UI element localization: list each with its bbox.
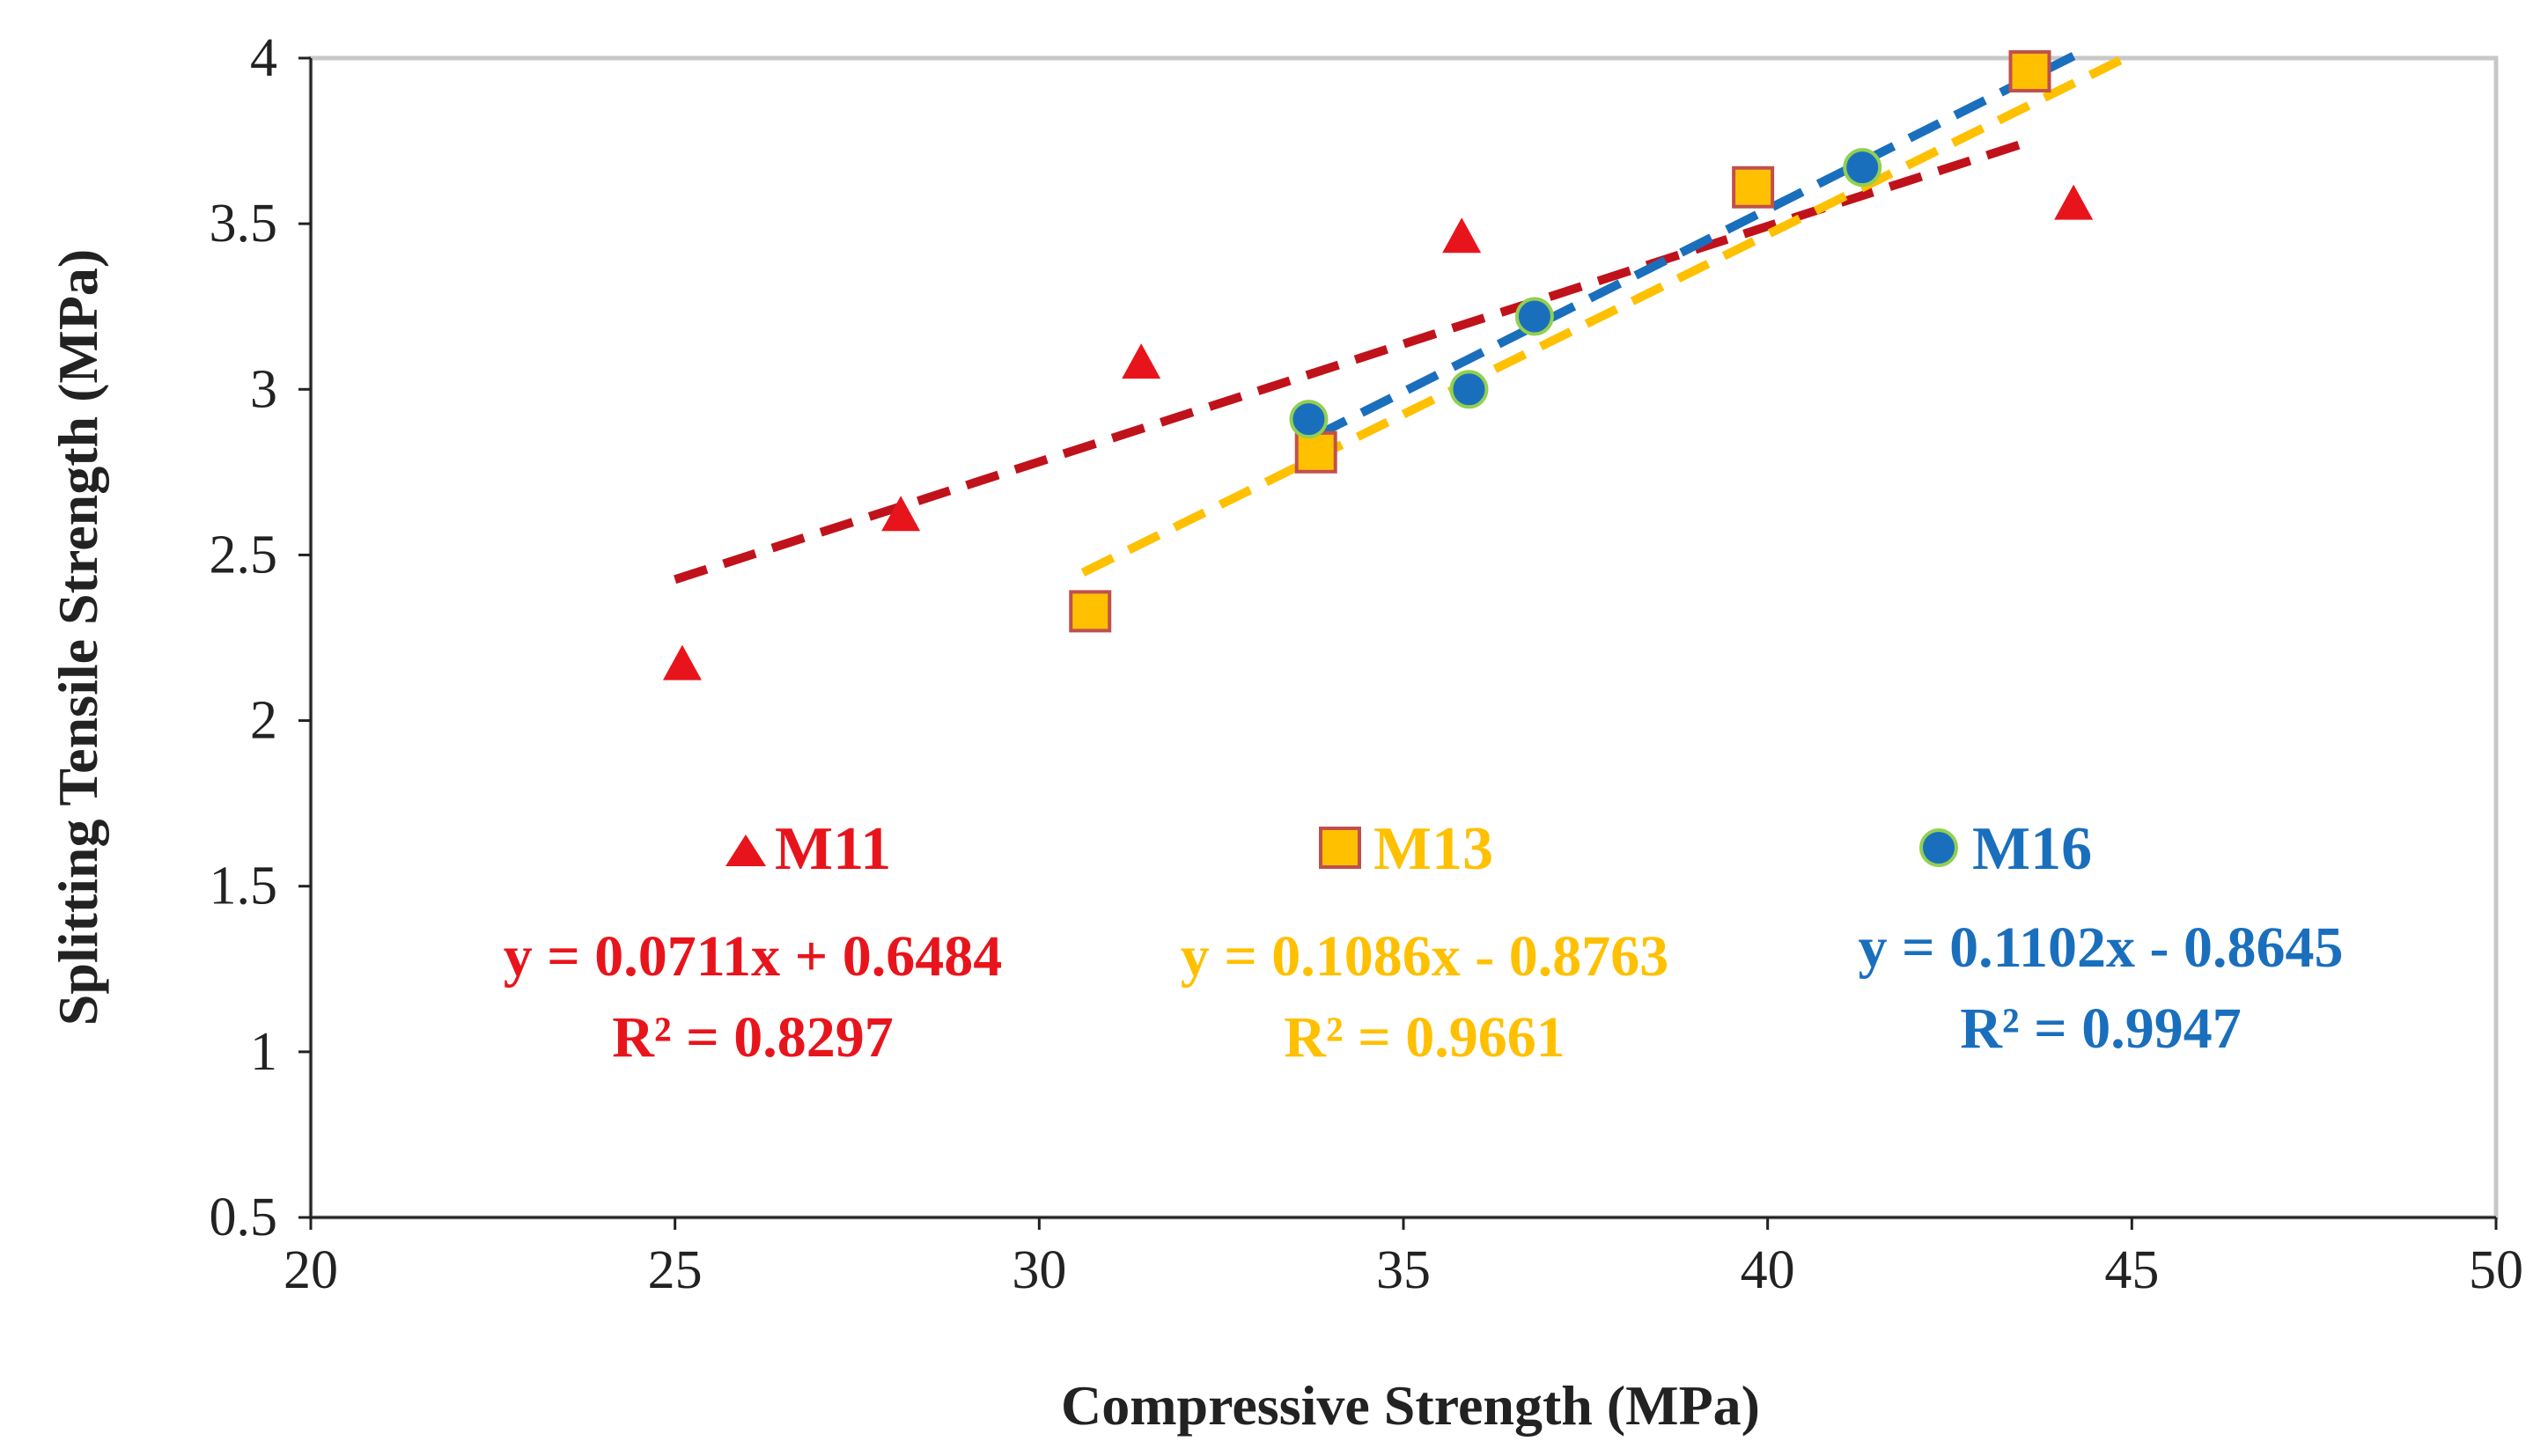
data-point-m16 [1843,148,1882,188]
data-point-m11 [2054,184,2094,220]
x-tick-label: 45 [2104,1240,2159,1300]
x-tick-group: 20 25 30 35 40 45 50 [284,1217,2523,1300]
y-axis-title: Splitting Tensile Strength (MPa) [47,249,109,1026]
y-tick-label: 3.5 [210,194,278,254]
r2-m16: R² = 0.9947 [1960,996,2242,1061]
legend-m13: M13 [1319,815,1493,883]
trendline-m16 [1314,52,2076,440]
trendline-m13 [1080,50,2134,577]
legend-marker-m16 [1919,828,1958,867]
x-tick-label: 30 [1012,1240,1066,1300]
data-point-m16 [1289,400,1329,439]
legend-marker-m11 [725,835,766,866]
data-point-m11 [662,644,702,680]
data-point-m13 [1294,430,1337,474]
legend-marker-m13 [1319,827,1361,869]
x-tick-label: 50 [2469,1240,2523,1300]
data-point-m11 [1442,217,1482,254]
y-tick-label: 1.5 [210,857,278,916]
x-tick-label: 40 [1741,1240,1795,1300]
y-tick-label: 1 [250,1022,277,1082]
y-tick-label: 2.5 [210,525,278,585]
data-point-m11 [1122,343,1161,379]
data-point-m16 [1449,370,1489,409]
plot-area [308,55,2499,1220]
data-point-m13 [1732,165,1775,209]
equation-m11: y = 0.0711x + 0.6484 [504,924,1003,989]
y-tick-label: 3 [250,359,277,419]
equation-m16: y = 0.1102x - 0.8645 [1859,916,2344,980]
y-tick-label: 4 [250,28,277,88]
data-point-m13 [2008,50,2051,93]
r2-m11: R² = 0.8297 [612,1005,894,1070]
y-tick-group: 0.5 1 1.5 2 2.5 3 3.5 4 [210,28,311,1247]
x-tick-label: 35 [1376,1240,1431,1300]
legend-label-m11: M11 [775,815,891,883]
data-point-m16 [1514,297,1554,336]
x-tick-label: 25 [648,1240,703,1300]
legend-m11: M11 [725,815,891,883]
x-tick-label: 20 [284,1240,338,1300]
data-point-m13 [1069,590,1112,633]
legend-m16: M16 [1919,815,2092,883]
legend-label-m16: M16 [1972,815,2092,883]
data-point-m11 [881,496,921,532]
x-axis-title: Compressive Strength (MPa) [1061,1374,1760,1437]
y-tick-label: 0.5 [210,1188,278,1247]
data-point-group [662,50,2094,680]
y-tick-label: 2 [250,691,277,751]
r2-m13: R² = 0.9661 [1284,1005,1565,1070]
legend-label-m13: M13 [1373,815,1493,883]
equation-m13: y = 0.1086x - 0.8763 [1181,924,1669,989]
